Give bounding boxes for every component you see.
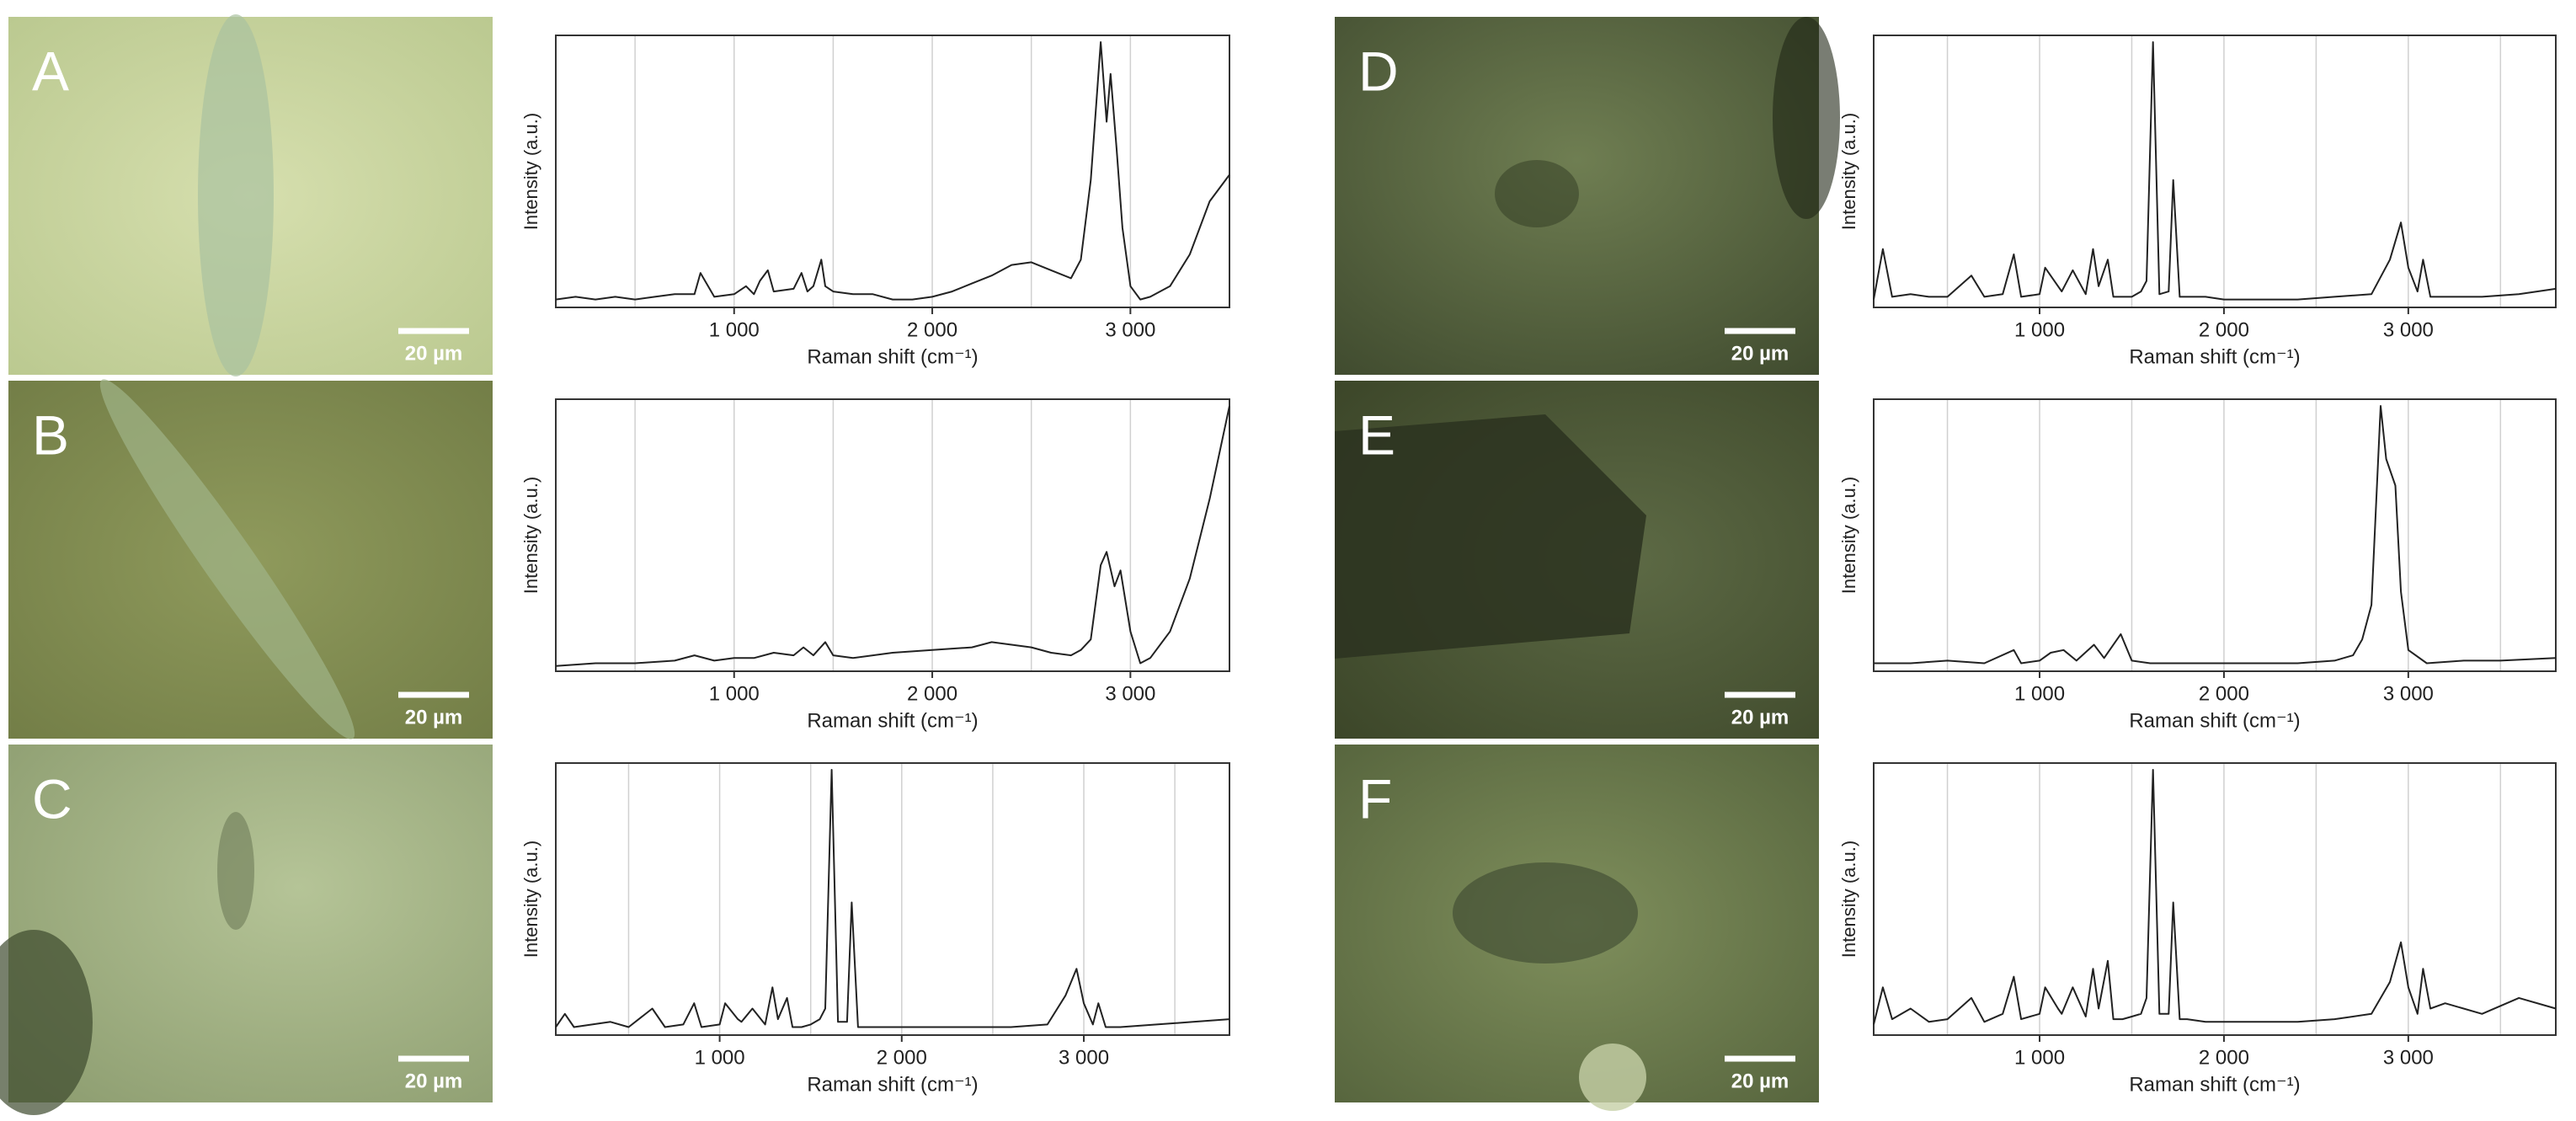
micrograph: F 20 µm (1335, 745, 1819, 1111)
y-axis-label: Intensity (a.u.) (1838, 841, 1859, 958)
x-tick-label: 1 000 (2014, 682, 2065, 705)
y-axis-label: Intensity (a.u.) (520, 477, 541, 594)
x-axis-label: Raman shift (cm⁻¹) (807, 709, 978, 732)
plot-frame (555, 762, 1230, 1036)
x-tick-label: 3 000 (2383, 318, 2434, 341)
panel-letter: B (32, 403, 69, 466)
micrograph-feature (198, 14, 274, 376)
spectrum-line (555, 405, 1230, 667)
scale-bar-label: 20 µm (1731, 1070, 1789, 1092)
plot-frame (555, 35, 1230, 308)
plot-frame (555, 398, 1230, 672)
y-axis-label: Intensity (a.u.) (520, 113, 541, 230)
x-tick-label: 2 000 (2199, 318, 2249, 341)
x-tick-label: 3 000 (2383, 1046, 2434, 1069)
x-tick-label: 3 000 (1105, 682, 1155, 705)
panel-letter: D (1358, 40, 1399, 102)
micrograph-feature (99, 379, 355, 739)
micrograph: C 20 µm (0, 745, 493, 1115)
spectrum-line (1874, 405, 2557, 665)
x-tick-label: 2 000 (907, 318, 957, 341)
panel-letter: E (1358, 403, 1395, 466)
x-axis-label: Raman shift (cm⁻¹) (2129, 345, 2300, 368)
panel-letter: A (32, 40, 69, 102)
x-tick-label: 1 000 (2014, 1046, 2065, 1069)
spectrum-line (555, 769, 1230, 1028)
x-tick-label: 3 000 (1105, 318, 1155, 341)
micrograph: B 20 µm (8, 379, 493, 739)
plot-frame (1873, 398, 2557, 672)
micrograph-feature (1453, 862, 1638, 964)
spectrum-line (1873, 769, 2557, 1025)
x-tick-label: 3 000 (2383, 682, 2434, 705)
micrograph-feature (217, 812, 254, 930)
scale-bar-label: 20 µm (405, 342, 463, 365)
x-tick-label: 2 000 (2199, 1046, 2249, 1069)
micrograph-feature (1495, 160, 1579, 227)
plot-frame (1873, 762, 2557, 1036)
scale-bar-label: 20 µm (1731, 706, 1789, 729)
micrograph: D 20 µm (1335, 17, 1840, 375)
micrograph-feature (1773, 17, 1840, 219)
spectrum-line (555, 41, 1230, 301)
micrograph-feature (1335, 414, 1646, 659)
x-tick-label: 2 000 (877, 1046, 927, 1069)
x-tick-label: 1 000 (709, 682, 760, 705)
scale-bar-label: 20 µm (1731, 342, 1789, 365)
x-tick-label: 1 000 (2014, 318, 2065, 341)
x-tick-label: 1 000 (695, 1046, 745, 1069)
spectrum-line (1873, 41, 2557, 301)
plot-frame (1873, 35, 2557, 308)
x-axis-label: Raman shift (cm⁻¹) (807, 1073, 978, 1096)
x-tick-label: 2 000 (907, 682, 957, 705)
scale-bar-label: 20 µm (405, 1070, 463, 1092)
micrograph: E 20 µm (1335, 381, 1819, 739)
x-tick-label: 1 000 (709, 318, 760, 341)
y-axis-label: Intensity (a.u.) (1838, 113, 1859, 230)
panel-letter: F (1358, 767, 1392, 830)
x-tick-label: 3 000 (1059, 1046, 1109, 1069)
micrograph: A 20 µm (8, 14, 493, 376)
x-tick-label: 2 000 (2199, 682, 2249, 705)
y-axis-label: Intensity (a.u.) (1838, 477, 1859, 594)
micrograph-feature (1579, 1044, 1646, 1111)
scale-bar-label: 20 µm (405, 706, 463, 729)
x-axis-label: Raman shift (cm⁻¹) (807, 345, 978, 368)
micrograph-feature (0, 930, 93, 1115)
x-axis-label: Raman shift (cm⁻¹) (2129, 709, 2300, 732)
panel-letter: C (32, 767, 72, 830)
y-axis-label: Intensity (a.u.) (520, 841, 541, 958)
x-axis-label: Raman shift (cm⁻¹) (2129, 1073, 2300, 1096)
